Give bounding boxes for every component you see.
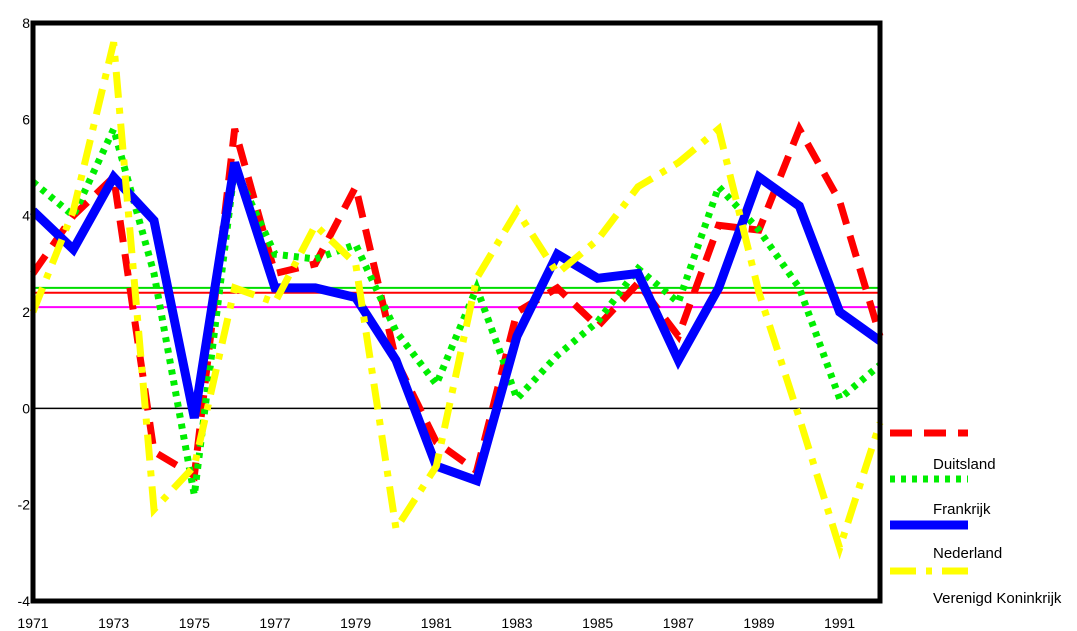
x-tick-label: 1979 xyxy=(340,615,371,631)
y-tick-label: 2 xyxy=(22,304,30,320)
y-tick-label: 4 xyxy=(22,208,30,224)
x-tick-label: 1977 xyxy=(259,615,290,631)
legend-label-2: Nederland xyxy=(933,545,1002,562)
legend-label-0: Duitsland xyxy=(933,456,996,473)
y-tick-label: 8 xyxy=(22,15,30,31)
x-tick-label: 1971 xyxy=(17,615,48,631)
x-tick-label: 1987 xyxy=(663,615,694,631)
y-tick-label: 0 xyxy=(22,400,30,416)
series-lines xyxy=(29,41,884,560)
legend: Duitsland Frankrijk Nederland Verenigd Koni… xyxy=(890,429,1062,607)
series-line-1 xyxy=(30,118,883,496)
y-tick-label: -4 xyxy=(18,593,31,609)
x-tick-label: 1989 xyxy=(743,615,774,631)
x-tick-label: 1983 xyxy=(501,615,532,631)
y-tick-label: 6 xyxy=(22,111,30,127)
x-tick-label: 1991 xyxy=(824,615,855,631)
x-tick-label: 1975 xyxy=(179,615,210,631)
y-tick-label: -2 xyxy=(18,497,31,513)
series-line-3 xyxy=(29,41,884,560)
x-tick-label: 1981 xyxy=(421,615,452,631)
y-axis-ticks: 8 6 4 2 0 -2 -4 xyxy=(18,15,31,609)
plot-frame xyxy=(30,20,883,604)
x-axis-ticks: 1971 1973 1975 1977 1979 1981 1983 1985 1987 1989… xyxy=(17,615,855,631)
series-line-0 xyxy=(30,120,884,482)
series-line-2 xyxy=(29,161,883,487)
x-tick-label: 1973 xyxy=(98,615,129,631)
legend-label-1: Frankrijk xyxy=(933,501,991,518)
legend-label-3: Verenigd Koninkrijk xyxy=(933,590,1062,607)
x-tick-label: 1985 xyxy=(582,615,613,631)
